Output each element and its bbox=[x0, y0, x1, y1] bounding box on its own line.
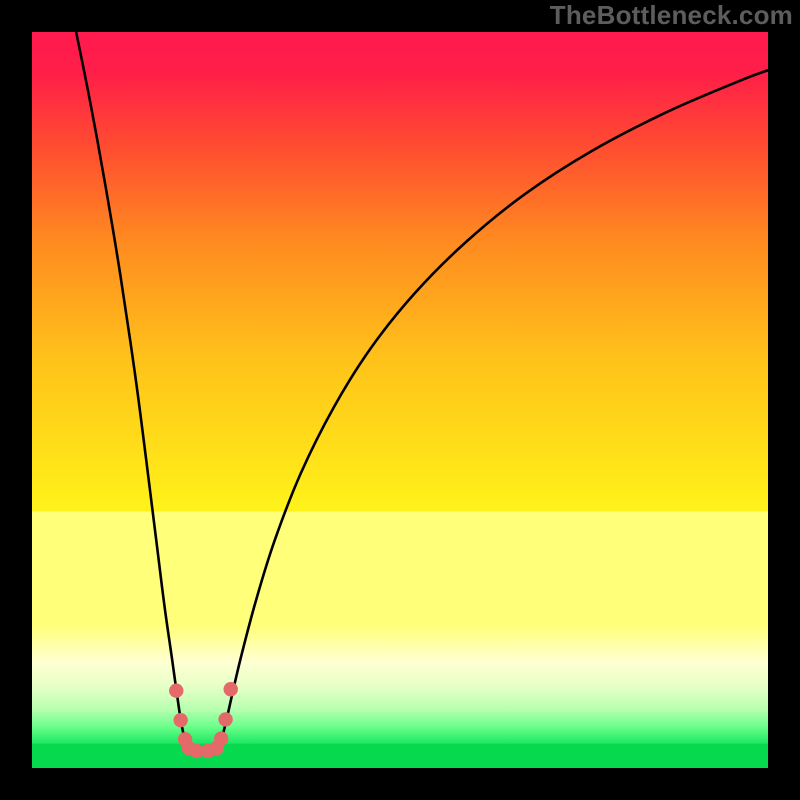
chart-svg bbox=[32, 32, 768, 768]
data-dot bbox=[214, 731, 228, 745]
data-dot bbox=[224, 682, 238, 696]
plot-area bbox=[32, 32, 768, 768]
data-dot bbox=[169, 684, 183, 698]
watermark-text: TheBottleneck.com bbox=[550, 0, 793, 31]
data-dot bbox=[173, 713, 187, 727]
data-dot bbox=[218, 712, 232, 726]
